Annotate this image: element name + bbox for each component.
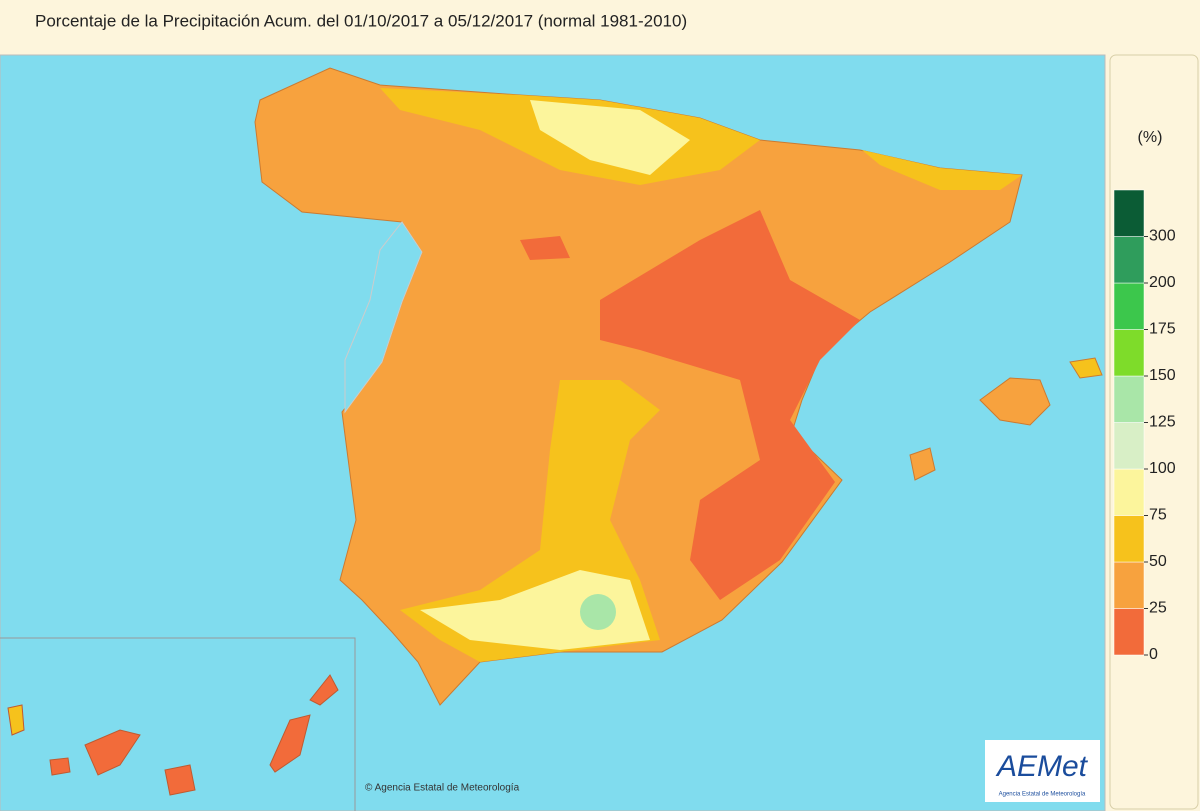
- legend-tick-label: 200: [1149, 274, 1176, 291]
- wet-zone: [420, 570, 650, 650]
- legend-swatch: [1113, 608, 1145, 656]
- title: Porcentaje de la Precipitación Acum. del…: [35, 11, 687, 30]
- legend-swatch: [1113, 329, 1145, 377]
- legend-unit: (%): [1138, 129, 1163, 146]
- balearic-islands: [909, 447, 936, 481]
- legend: 0 25 50 75 100 125 150 175 200 300: [1113, 189, 1176, 663]
- legend-swatch: [1113, 515, 1145, 563]
- legend-tick-label: 25: [1149, 600, 1167, 617]
- logo-box: [985, 740, 1100, 802]
- island: [164, 764, 196, 796]
- legend-swatch: [1113, 422, 1145, 470]
- dry-zone: [600, 210, 860, 600]
- legend-swatch: [1113, 189, 1145, 237]
- portugal-border: [344, 221, 423, 414]
- island: [269, 714, 311, 773]
- legend-swatch: [1113, 236, 1145, 284]
- wet-zone: [862, 150, 1022, 190]
- legend-tick-label: 0: [1149, 646, 1158, 663]
- legend-tick-label: 300: [1149, 228, 1176, 245]
- legend-swatch: [1113, 468, 1145, 516]
- canary-islands: [7, 674, 339, 796]
- legend-swatch: [1113, 375, 1145, 423]
- logo-subtitle: Agencia Estatal de Meteorología: [999, 792, 1086, 798]
- legend-swatch: [1113, 561, 1145, 609]
- island: [309, 674, 339, 706]
- legend-tick-label: 100: [1149, 460, 1176, 477]
- legend-tick-label: 75: [1149, 507, 1167, 524]
- island: [49, 757, 71, 776]
- legend-tick-label: 50: [1149, 553, 1167, 570]
- legend-swatch: [1113, 282, 1145, 330]
- legend-tick-label: 125: [1149, 414, 1176, 431]
- logo: AEMet: [995, 750, 1089, 783]
- dry-spot: [520, 236, 570, 260]
- island: [84, 729, 141, 776]
- peninsula: [254, 67, 1023, 706]
- inset-frame: [0, 637, 356, 811]
- island: [7, 704, 25, 736]
- credit: © Agencia Estatal de Meteorología: [365, 783, 520, 794]
- wet-spot: [580, 594, 616, 630]
- legend-tick-label: 175: [1149, 321, 1176, 338]
- balearic-islands: [1069, 357, 1103, 379]
- balearic-islands: [979, 377, 1051, 426]
- legend-tick-label: 150: [1149, 367, 1176, 384]
- wet-zone: [530, 100, 690, 175]
